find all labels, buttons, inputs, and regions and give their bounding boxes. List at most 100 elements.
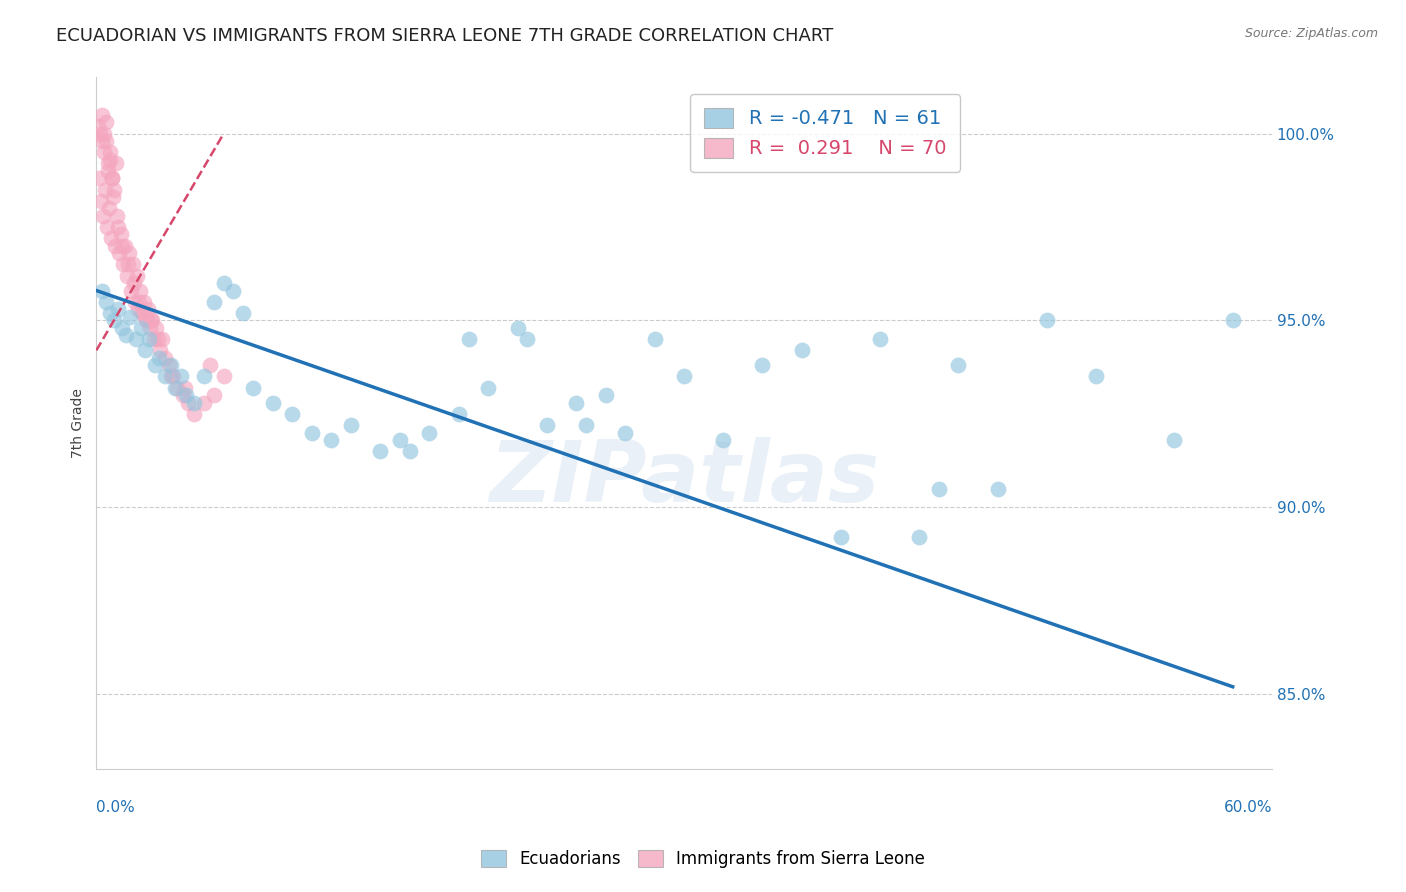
Point	[232, 306, 254, 320]
Point	[321, 433, 343, 447]
Point	[673, 369, 696, 384]
Point	[98, 153, 121, 167]
Point	[136, 302, 159, 317]
Point	[121, 257, 143, 271]
Point	[1222, 313, 1244, 327]
Point	[118, 310, 141, 324]
Point	[457, 332, 479, 346]
Point	[111, 238, 134, 252]
Point	[172, 388, 194, 402]
Point	[118, 246, 141, 260]
Point	[644, 332, 666, 346]
Point	[301, 425, 323, 440]
Legend: Ecuadorians, Immigrants from Sierra Leone: Ecuadorians, Immigrants from Sierra Leon…	[474, 843, 932, 875]
Point	[111, 321, 134, 335]
Point	[389, 433, 412, 447]
Point	[101, 171, 124, 186]
Point	[193, 395, 215, 409]
Point	[908, 530, 931, 544]
Point	[614, 425, 637, 440]
Point	[105, 209, 128, 223]
Point	[150, 332, 173, 346]
Point	[87, 119, 110, 133]
Point	[242, 381, 264, 395]
Point	[153, 369, 176, 384]
Point	[132, 306, 155, 320]
Point	[157, 359, 180, 373]
Point	[398, 444, 420, 458]
Text: ZIPatlas: ZIPatlas	[489, 437, 879, 520]
Point	[565, 395, 588, 409]
Point	[153, 351, 176, 365]
Point	[166, 381, 188, 395]
Point	[135, 313, 157, 327]
Point	[183, 407, 205, 421]
Point	[94, 115, 117, 129]
Point	[595, 388, 617, 402]
Point	[96, 219, 118, 234]
Point	[1084, 369, 1107, 384]
Point	[114, 238, 136, 252]
Point	[111, 257, 134, 271]
Point	[1202, 780, 1225, 795]
Point	[101, 171, 124, 186]
Point	[198, 359, 221, 373]
Point	[149, 343, 172, 358]
Point	[136, 313, 159, 327]
Point	[124, 332, 146, 346]
Text: ECUADORIAN VS IMMIGRANTS FROM SIERRA LEONE 7TH GRADE CORRELATION CHART: ECUADORIAN VS IMMIGRANTS FROM SIERRA LEO…	[56, 27, 834, 45]
Point	[176, 388, 198, 402]
Point	[94, 183, 117, 197]
Point	[141, 313, 163, 327]
Point	[1035, 313, 1057, 327]
Point	[134, 294, 156, 309]
Point	[159, 359, 181, 373]
Point	[790, 343, 813, 358]
Point	[91, 209, 114, 223]
Point	[97, 156, 120, 170]
Point	[134, 343, 156, 358]
Point	[98, 306, 121, 320]
Point	[93, 127, 115, 141]
Point	[948, 359, 970, 373]
Point	[131, 306, 153, 320]
Point	[131, 321, 153, 335]
Point	[98, 201, 121, 215]
Point	[124, 294, 146, 309]
Point	[91, 284, 114, 298]
Point	[477, 381, 499, 395]
Point	[202, 388, 225, 402]
Point	[869, 332, 891, 346]
Point	[127, 302, 149, 317]
Point	[107, 302, 129, 317]
Point	[183, 395, 205, 409]
Point	[98, 145, 121, 160]
Point	[97, 164, 120, 178]
Point	[536, 418, 558, 433]
Y-axis label: 7th Grade: 7th Grade	[72, 388, 86, 458]
Point	[93, 145, 115, 160]
Point	[117, 257, 139, 271]
Text: 60.0%: 60.0%	[1223, 799, 1272, 814]
Point	[447, 407, 470, 421]
Point	[222, 284, 245, 298]
Point	[159, 369, 181, 384]
Point	[104, 238, 127, 252]
Point	[145, 321, 167, 335]
Point	[138, 332, 160, 346]
Point	[103, 183, 125, 197]
Point	[104, 156, 127, 170]
Text: Source: ZipAtlas.com: Source: ZipAtlas.com	[1244, 27, 1378, 40]
Point	[928, 482, 950, 496]
Point	[575, 418, 598, 433]
Point	[370, 444, 392, 458]
Point	[212, 369, 235, 384]
Point	[114, 328, 136, 343]
Point	[262, 395, 284, 409]
Point	[212, 276, 235, 290]
Point	[146, 332, 169, 346]
Point	[506, 321, 529, 335]
Point	[143, 332, 166, 346]
Point	[100, 231, 122, 245]
Point	[173, 381, 195, 395]
